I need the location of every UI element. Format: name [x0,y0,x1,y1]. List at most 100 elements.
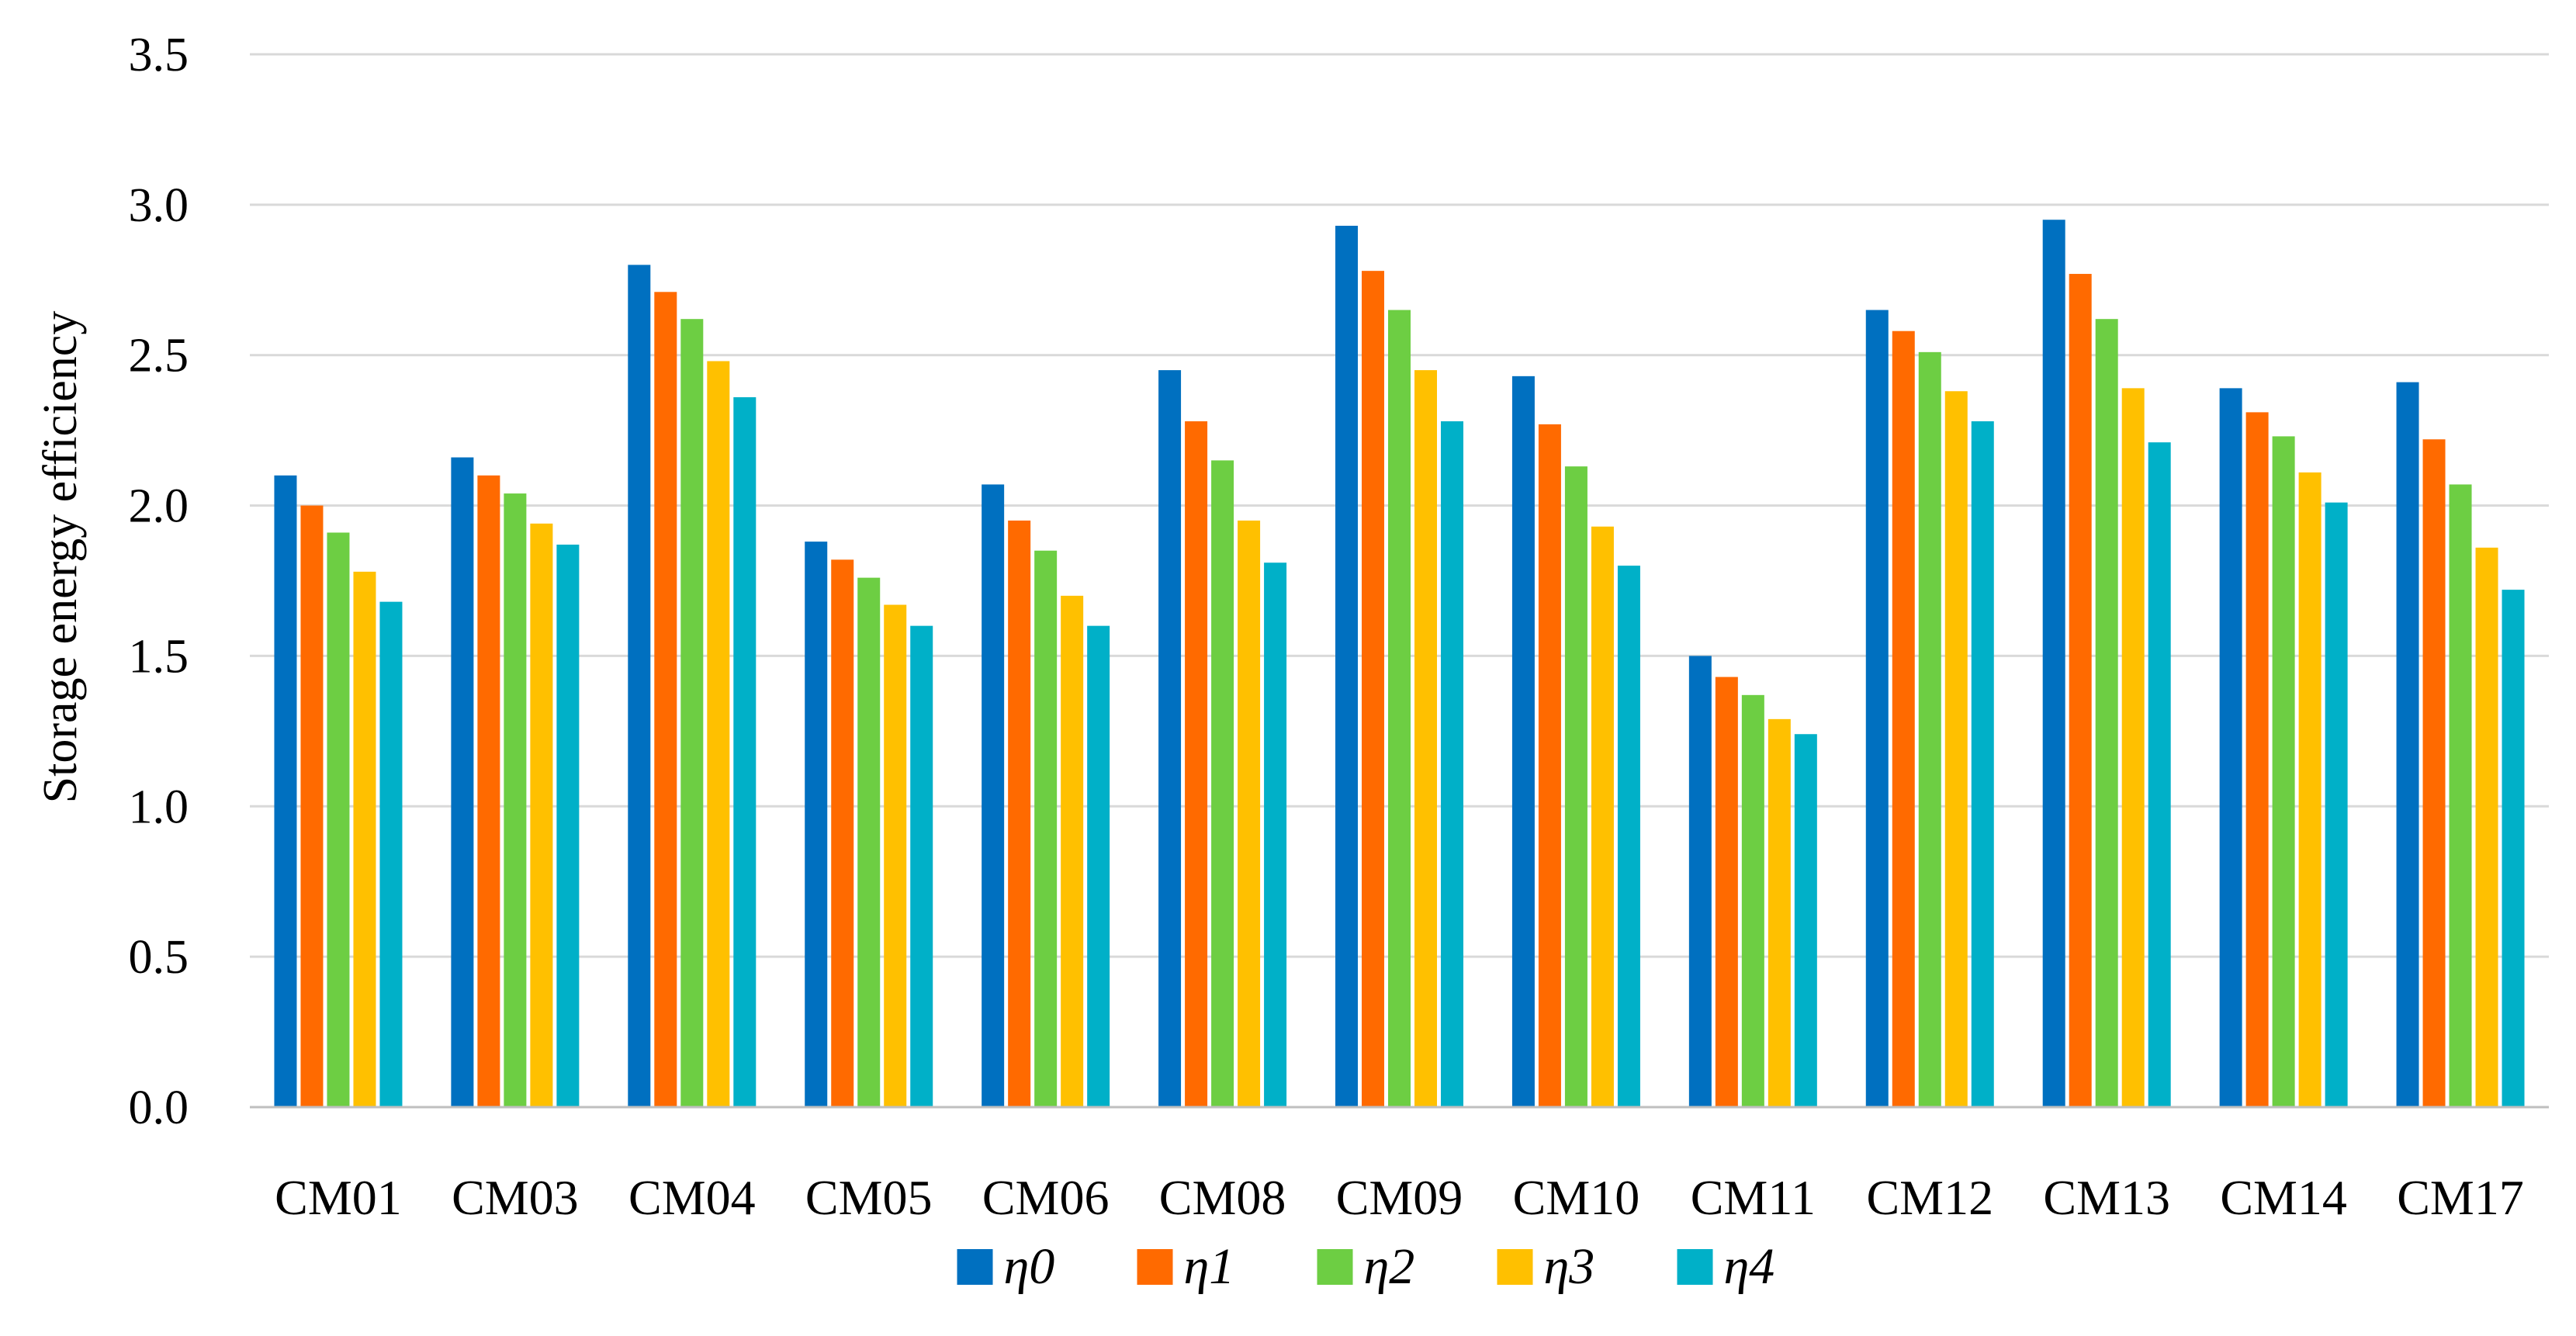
legend-label-2: η2 [1364,1238,1415,1295]
legend-label-1: η1 [1184,1238,1235,1295]
bar-cm01-series-4 [379,601,403,1107]
bar-cm12-series-0 [1865,310,1889,1107]
bar-cm09-series-2 [1388,310,1411,1107]
x-tick-label: CM13 [2043,1170,2170,1225]
bar-cm08-series-3 [1238,520,1261,1107]
bar-cm05-series-1 [831,559,854,1107]
bar-cm13-series-0 [2042,220,2065,1107]
bar-cm14-series-4 [2325,502,2348,1107]
bar-cm11-series-0 [1688,656,1712,1107]
bar-cm08-series-2 [1211,460,1234,1107]
bar-cm04-series-2 [680,319,704,1107]
bar-cm10-series-0 [1511,376,1535,1108]
bar-cm06-series-0 [982,484,1005,1107]
legend-swatch-3 [1497,1249,1533,1285]
legend-label-4: η4 [1724,1238,1775,1295]
x-tick-label: CM04 [628,1170,756,1225]
y-axis-title: Storage energy efficiency [34,311,87,804]
x-tick-label: CM11 [1691,1170,1816,1225]
axis-labels: 0.0 0.5 1.0 1.5 2.0 2.5 3.0 3.5 CM01 CM03 CM04 CM05… [34,29,2524,1225]
y-tick-label: 2.0 [129,480,189,533]
bars [274,220,2525,1108]
x-tick-label: CM17 [2397,1170,2524,1225]
bar-cm05-series-4 [910,625,933,1107]
x-tick-label: CM14 [2220,1170,2347,1225]
bar-cm12-series-3 [1944,391,1968,1107]
legend-swatch-4 [1677,1249,1713,1285]
bar-cm01-series-2 [327,532,350,1107]
bar-cm14-series-3 [2298,472,2322,1107]
bar-cm03-series-1 [477,475,500,1107]
bar-cm04-series-0 [628,265,651,1107]
bar-cm03-series-0 [451,457,474,1107]
bar-cm09-series-0 [1335,225,1358,1108]
bar-cm10-series-3 [1591,526,1614,1107]
bar-cm14-series-0 [2219,388,2242,1107]
bar-cm13-series-1 [2069,274,2092,1107]
y-tick-label: 2.5 [129,330,189,382]
bar-cm17-series-3 [2475,547,2498,1107]
x-tick-label: CM05 [805,1170,933,1225]
y-tick-label: 0.5 [129,931,189,984]
bar-cm06-series-3 [1061,595,1084,1107]
bar-cm08-series-1 [1185,421,1208,1107]
bar-cm10-series-1 [1538,424,1561,1107]
bar-cm12-series-4 [1971,421,1994,1107]
bar-cm05-series-2 [857,577,881,1107]
bar-cm05-series-0 [805,542,828,1107]
bar-cm03-series-2 [504,493,527,1107]
bar-cm14-series-1 [2245,412,2269,1107]
x-tick-label: CM09 [1336,1170,1463,1225]
y-tick-label: 3.5 [129,29,189,81]
x-tick-label: CM01 [275,1170,402,1225]
bar-cm12-series-1 [1892,331,1915,1107]
bar-cm14-series-2 [2272,436,2295,1107]
bar-cm10-series-4 [1617,566,1640,1107]
bar-cm09-series-1 [1362,271,1384,1107]
bar-cm17-series-2 [2449,484,2472,1107]
bar-cm04-series-4 [733,396,757,1108]
bar-cm04-series-3 [707,361,730,1107]
bar-cm17-series-1 [2422,439,2446,1107]
bar-cm10-series-2 [1564,466,1587,1107]
bar-cm04-series-1 [654,292,677,1107]
legend-swatch-2 [1317,1249,1353,1285]
y-tick-label: 0.0 [129,1082,189,1134]
bar-cm08-series-4 [1264,562,1287,1107]
bar-cm01-series-1 [300,505,324,1107]
x-tick-label: CM08 [1159,1170,1286,1225]
bar-cm13-series-4 [2148,442,2171,1107]
bar-cm06-series-2 [1034,550,1058,1107]
bar-cm08-series-0 [1158,370,1182,1108]
legend-swatch-1 [1137,1249,1173,1285]
bar-cm03-series-4 [556,544,580,1107]
y-tick-label: 1.0 [129,780,189,833]
bar-cm12-series-2 [1918,351,1941,1107]
x-tick-label: CM10 [1513,1170,1640,1225]
bar-cm09-series-3 [1414,370,1437,1108]
x-tick-label: CM03 [452,1170,579,1225]
y-tick-label: 1.5 [129,630,189,683]
legend-label-3: η3 [1544,1238,1595,1295]
bar-cm01-series-0 [274,475,297,1107]
bar-cm13-series-3 [2121,388,2145,1107]
bar-cm17-series-4 [2502,590,2525,1107]
bar-cm01-series-3 [353,571,376,1107]
legend: η0 η1 η2 η3 η4 [957,1238,1775,1295]
bar-cm06-series-4 [1087,625,1110,1107]
bar-cm05-series-3 [884,604,907,1107]
bar-cm11-series-2 [1741,694,1764,1107]
y-tick-label: 3.0 [129,179,189,232]
bar-cm09-series-4 [1441,421,1463,1107]
bar-cm17-series-0 [2396,382,2419,1107]
x-tick-label: CM06 [982,1170,1110,1225]
bar-cm06-series-1 [1008,520,1031,1107]
bar-cm11-series-4 [1794,734,1817,1107]
bar-cm03-series-3 [530,523,553,1107]
x-tick-label: CM12 [1866,1170,1993,1225]
legend-label-0: η0 [1004,1238,1055,1295]
bar-cm11-series-3 [1768,718,1791,1107]
bar-cm11-series-1 [1715,677,1738,1107]
